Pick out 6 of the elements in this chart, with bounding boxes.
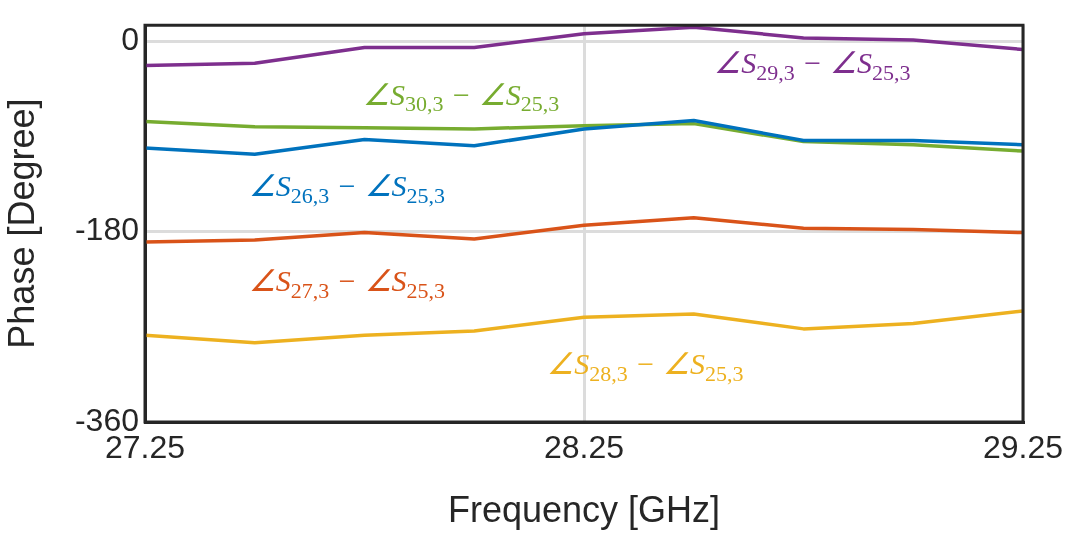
- x-axis-title: Frequency [GHz]: [447, 489, 721, 531]
- x-tick-label: 29.25: [982, 429, 1064, 466]
- y-tick-label: 0: [121, 20, 139, 57]
- y-axis-title: Phase [Degree]: [0, 98, 42, 349]
- y-tick-label: -180: [74, 211, 139, 248]
- x-tick-label: 28.25: [543, 429, 625, 466]
